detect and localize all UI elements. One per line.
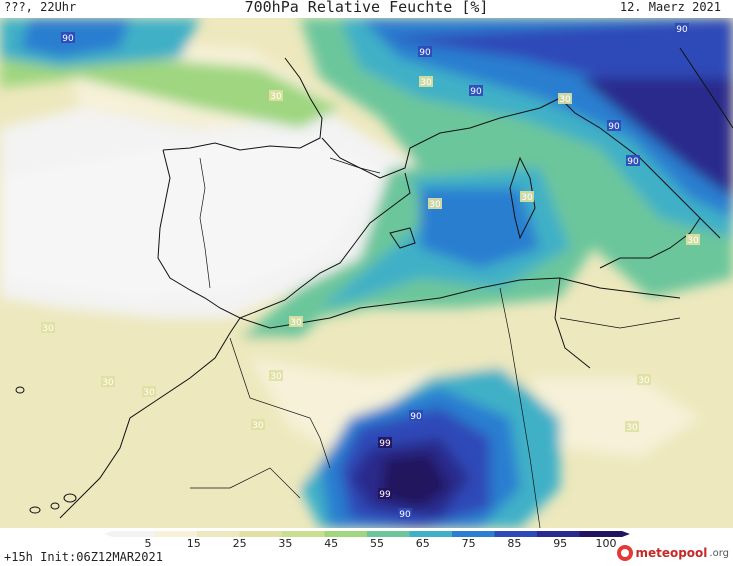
svg-text:30: 30	[42, 324, 54, 334]
legend-tick-label: 85	[507, 537, 521, 548]
isoline-label: 30	[142, 386, 156, 398]
legend-swatch	[154, 531, 198, 537]
legend-swatch	[197, 531, 240, 537]
legend-swatch	[494, 531, 538, 537]
meteopool-logo[interactable]: meteopool .org	[617, 545, 729, 561]
isoline-label: 30	[251, 419, 265, 431]
legend-arrow-left	[104, 531, 112, 537]
legend-tick-label: 55	[370, 537, 384, 548]
isoline-label: 99	[378, 488, 392, 500]
footer: 5 15 25 35 45 55 65 75 85 95 100 +15h Init:06Z12MA…	[0, 528, 733, 566]
legend-swatch	[367, 531, 410, 537]
svg-text:30: 30	[252, 421, 264, 431]
legend-tick-label: 15	[187, 537, 201, 548]
isoline-label: 90	[607, 120, 621, 132]
legend-tick-label: 65	[416, 537, 430, 548]
svg-text:30: 30	[290, 318, 302, 328]
legend-swatch	[579, 531, 623, 537]
brand-suffix: .org	[709, 547, 729, 559]
svg-text:99: 99	[379, 439, 391, 449]
svg-text:90: 90	[419, 48, 431, 58]
isoline-label: 30	[428, 198, 442, 210]
svg-text:30: 30	[429, 200, 441, 210]
borders	[190, 157, 681, 528]
legend-swatch	[239, 531, 283, 537]
svg-text:30: 30	[638, 376, 650, 386]
svg-text:30: 30	[687, 236, 699, 246]
svg-text:90: 90	[399, 510, 411, 520]
legend-arrow	[622, 531, 630, 537]
svg-text:90: 90	[410, 412, 422, 422]
isoline-label: 90	[61, 32, 75, 44]
map-title: 700hPa Relative Feuchte [%]	[244, 0, 489, 16]
legend-swatch	[537, 531, 580, 537]
svg-text:90: 90	[62, 34, 74, 44]
svg-text:30: 30	[102, 378, 114, 388]
legend-swatch	[452, 531, 495, 537]
legend-swatch	[282, 531, 325, 537]
svg-text:30: 30	[626, 423, 638, 433]
legend-tick-label: 45	[324, 537, 338, 548]
isoline-label: 30	[269, 370, 283, 382]
isoline-labels: 90 90 90 90 90 90 30 30 30 30 30 30 30 30 30 30 30 30 30 30…	[41, 23, 700, 520]
isoline-label: 90	[418, 46, 432, 58]
svg-text:30: 30	[521, 193, 533, 203]
legend-swatch	[324, 531, 368, 537]
svg-text:30: 30	[270, 372, 282, 382]
isoline-label: 30	[419, 76, 433, 88]
legend-swatch	[409, 531, 453, 537]
isoline-label: 90	[469, 85, 483, 97]
legend-tick-label: 95	[553, 537, 567, 548]
isoline-label: 90	[626, 155, 640, 167]
brand-name: meteopool	[635, 546, 708, 560]
isoline-label: 30	[637, 374, 651, 386]
svg-text:99: 99	[379, 490, 391, 500]
svg-text:90: 90	[470, 87, 482, 97]
isoline-label: 99	[378, 437, 392, 449]
isoline-label: 30	[520, 191, 534, 203]
run-time-label: ???, 22Uhr	[4, 0, 77, 14]
svg-text:90: 90	[676, 25, 688, 35]
isoline-label: 30	[558, 93, 572, 105]
header: ???, 22Uhr 700hPa Relative Feuchte [%] 1…	[0, 0, 733, 18]
svg-text:90: 90	[608, 122, 620, 132]
init-label: +15h Init:06Z12MAR2021	[4, 550, 163, 564]
isoline-label: 90	[675, 23, 689, 35]
isoline-label: 90	[398, 508, 412, 520]
isoline-label: 30	[41, 322, 55, 334]
svg-text:30: 30	[270, 92, 282, 102]
isoline-label: 30	[269, 90, 283, 102]
humidity-field	[0, 18, 733, 528]
humidity-map: 90 90 90 90 90 90 30 30 30 30 30 30 30 30 30 30 30 30 30 30…	[0, 18, 733, 528]
meteopool-logo-icon	[617, 545, 634, 561]
svg-text:30: 30	[559, 95, 571, 105]
coastlines	[59, 47, 733, 519]
legend-tick-label: 35	[278, 537, 292, 548]
canary-islands	[15, 386, 77, 514]
legend-swatch	[112, 531, 155, 537]
svg-text:30: 30	[420, 78, 432, 88]
legend-tick-label: 5	[145, 537, 152, 548]
legend-tick-label: 100	[596, 537, 617, 548]
color-legend: 5 15 25 35 45 55 65 75 85 95 100	[104, 531, 630, 548]
svg-text:90: 90	[627, 157, 639, 167]
isoline-label: 30	[686, 234, 700, 246]
isoline-label: 30	[625, 421, 639, 433]
date-label: 12. Maerz 2021	[619, 0, 721, 14]
isoline-label: 30	[289, 316, 303, 328]
svg-text:30: 30	[143, 388, 155, 398]
legend-tick-label: 25	[233, 537, 247, 548]
legend-tick-label: 75	[462, 537, 476, 548]
isoline-label: 30	[101, 376, 115, 388]
isoline-label: 90	[409, 410, 423, 422]
